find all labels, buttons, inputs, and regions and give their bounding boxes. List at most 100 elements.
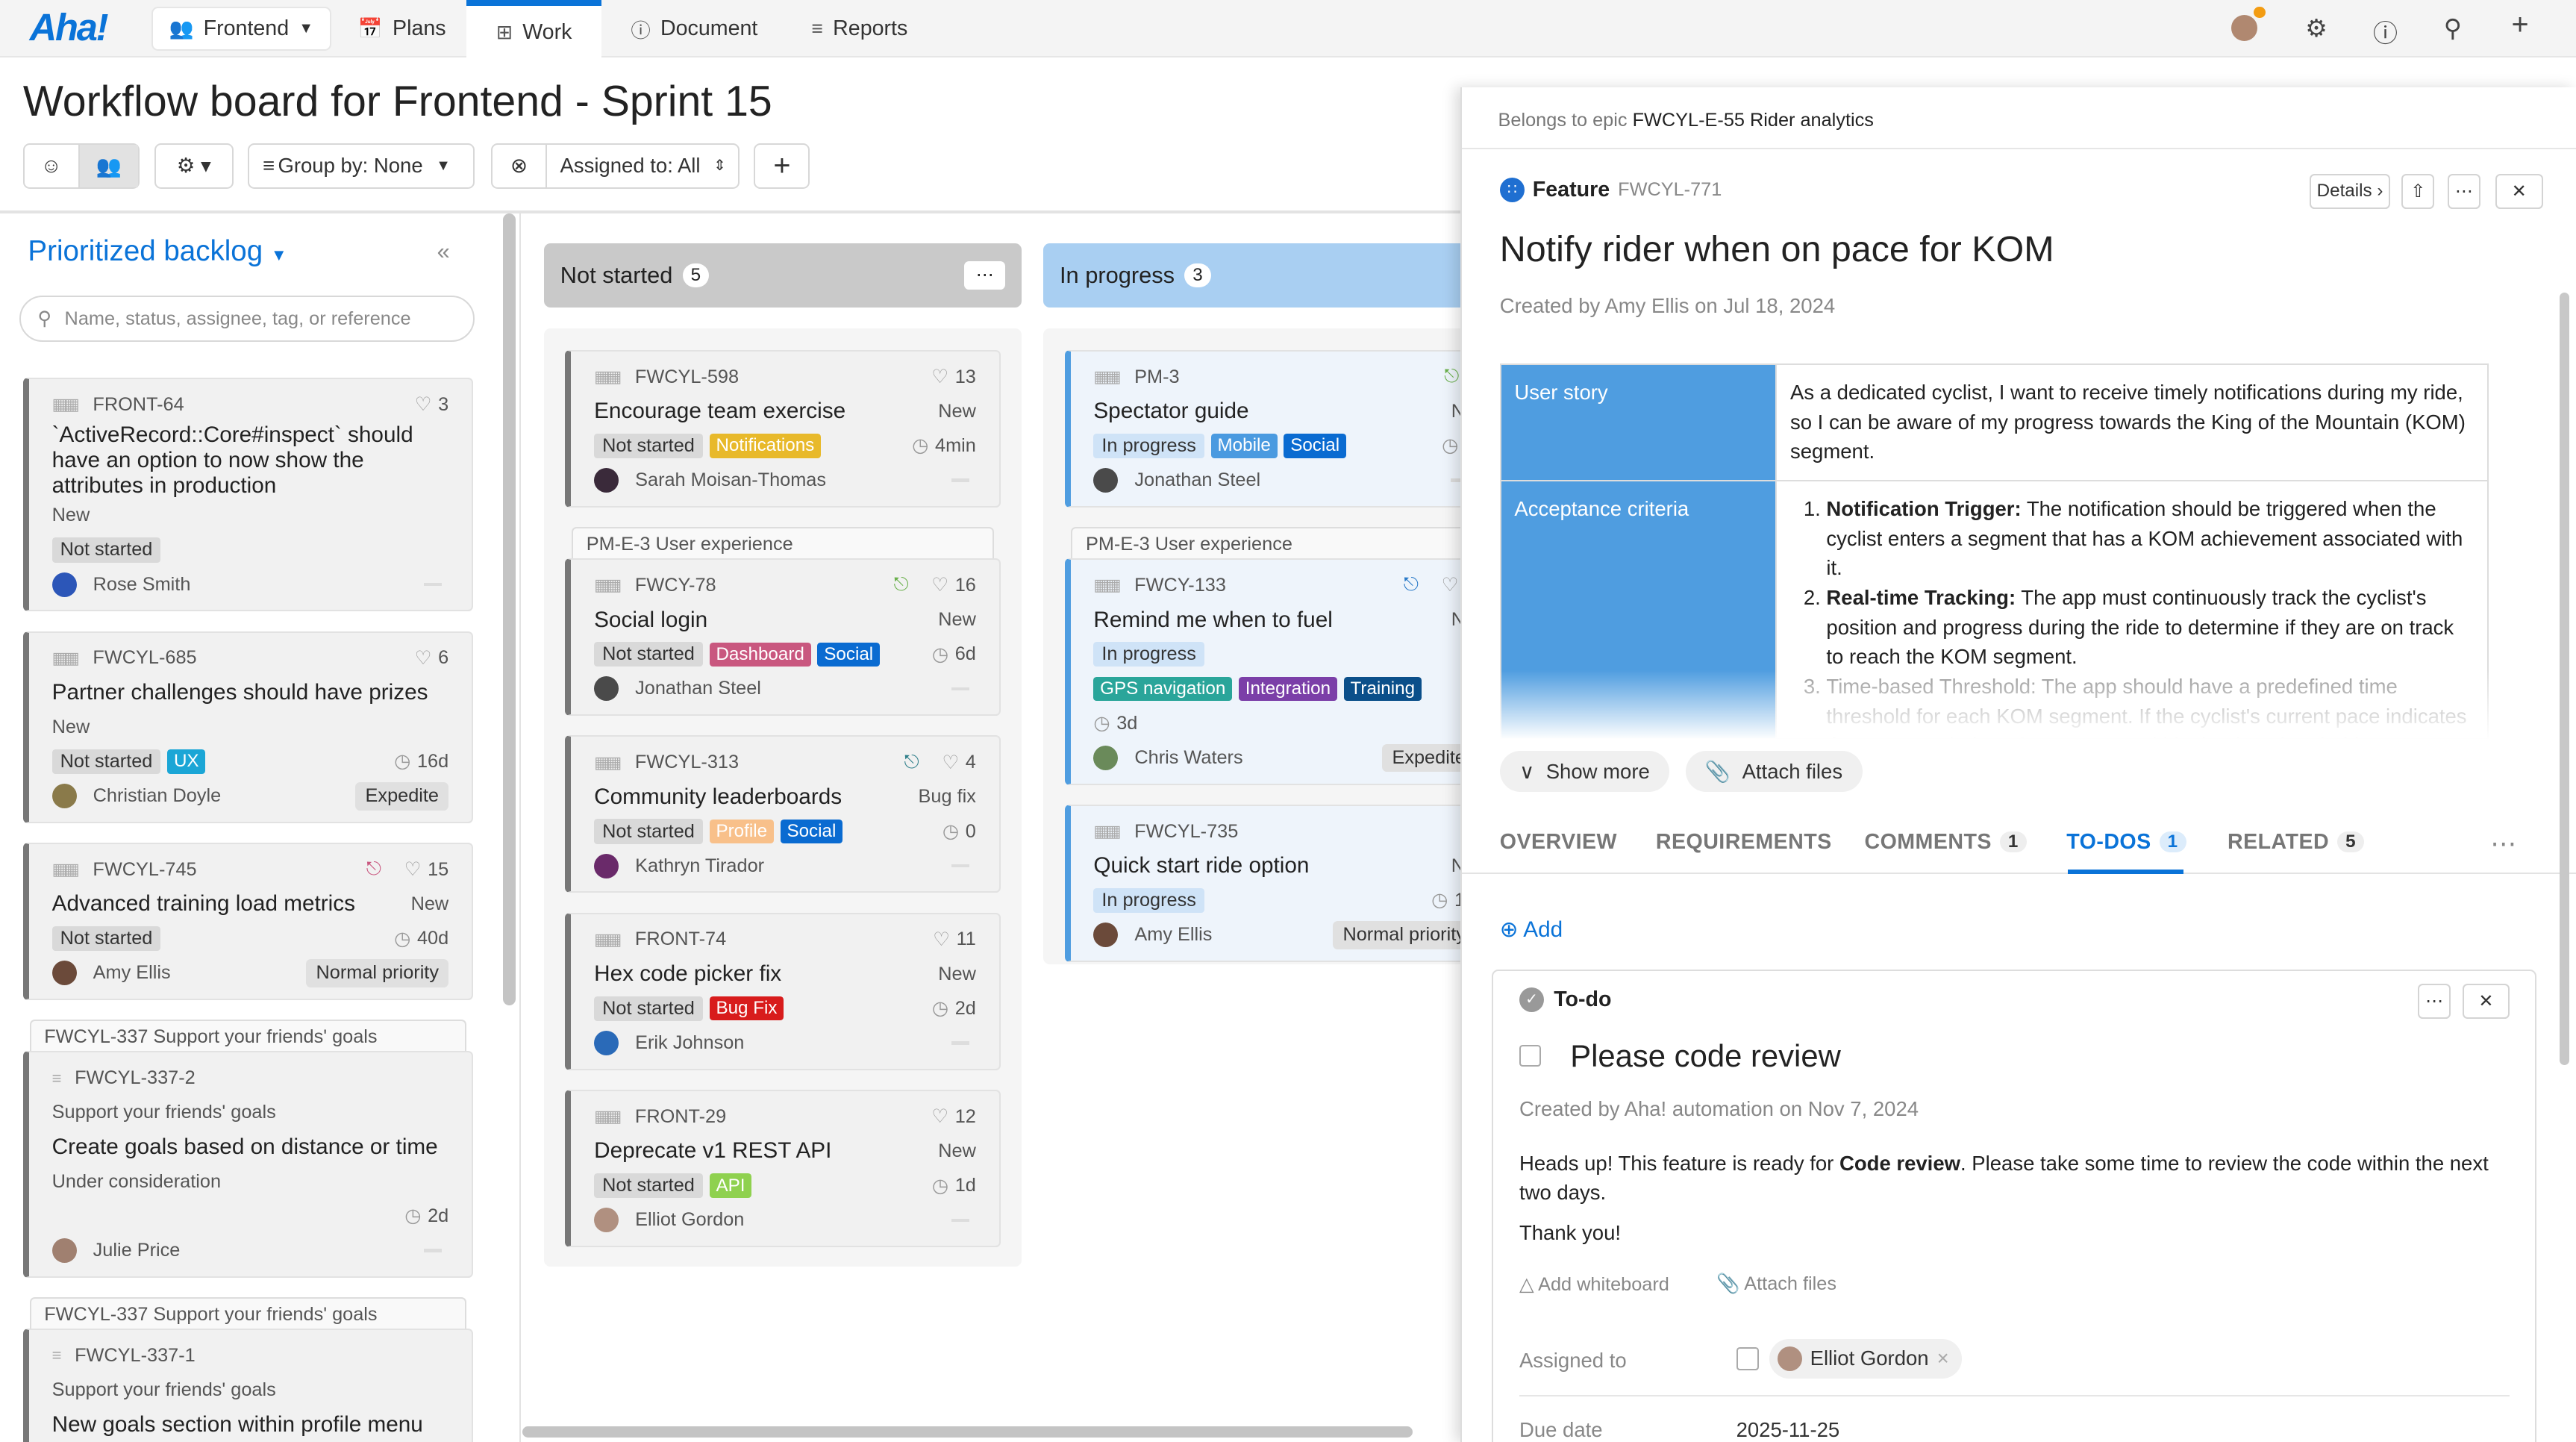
tag[interactable]: API (709, 1173, 752, 1198)
nav-document[interactable]: ⓘ Document (614, 7, 774, 51)
assignee-name[interactable]: Erik Johnson (635, 1032, 745, 1054)
status-pill[interactable]: Not started (594, 642, 703, 667)
drag-handle-icon[interactable]: ▦▦ (594, 575, 622, 595)
assignee-chip[interactable]: Elliot Gordon × (1769, 1339, 1963, 1379)
todo-checkbox[interactable] (1519, 1044, 1541, 1067)
card-title[interactable]: Encourage team exercise (594, 399, 846, 424)
tag[interactable]: Dashboard (709, 642, 811, 667)
card-title[interactable]: Advanced training load metrics (51, 891, 355, 917)
assignee-name[interactable]: Rose Smith (93, 573, 191, 595)
add-whiteboard-button[interactable]: △ Add whiteboard (1519, 1273, 1669, 1296)
feature-card[interactable]: ▦▦ FWCYL-598 ♡ 13 Encourage team exercise New… (565, 349, 1001, 508)
search-icon[interactable]: ⚲ (2443, 13, 2462, 42)
card-id[interactable]: FWCYL-313 (634, 752, 740, 773)
assignee-name[interactable]: Amy Ellis (1134, 924, 1213, 946)
drag-handle-icon[interactable]: ▦▦ (594, 929, 622, 949)
assignee-name[interactable]: Jonathan Steel (1134, 469, 1261, 491)
card-id[interactable]: FRONT-29 (634, 1105, 727, 1127)
drag-handle-icon[interactable]: ▦▦ (1093, 822, 1121, 841)
more-options-button[interactable]: ⋯ (2448, 174, 2481, 209)
feature-card[interactable]: ▦▦ FRONT-64 ♡ 3 `ActiveRecord::Core#inspect`… (22, 378, 474, 612)
feature-card[interactable]: ▦▦ FRONT-29 ♡ 12 Deprecate v1 REST API New Not… (565, 1090, 1001, 1247)
card-title[interactable]: Deprecate v1 REST API (594, 1138, 832, 1164)
drag-handle-icon[interactable]: ▦▦ (594, 752, 622, 772)
record-ref[interactable]: FWCYL-771 (1618, 178, 1722, 200)
close-panel-button[interactable]: ✕ (2495, 174, 2543, 209)
card-title[interactable]: Quick start ride option (1093, 853, 1310, 878)
due-date-value[interactable]: 2025-11-25 (1736, 1417, 1840, 1441)
status-pill[interactable]: Not started (51, 749, 161, 775)
feature-card[interactable]: ▦▦ FWCYL-685 ♡ 6 Partner challenges should h… (22, 631, 474, 823)
feature-card[interactable]: ▦▦FWCY-133⎋♡2Remind me when to fuelNeIn … (1064, 558, 1500, 785)
list-icon[interactable]: ≡ (51, 1068, 62, 1087)
collapse-backlog-icon[interactable]: « (437, 238, 450, 265)
drag-handle-icon[interactable]: ▦▦ (51, 648, 80, 667)
card-title[interactable]: `ActiveRecord::Core#inspect` should have… (51, 422, 413, 498)
feature-card[interactable]: ▦▦ FWCY-78 ⎋ ♡ 16 Social login New Not started D… (565, 558, 1001, 717)
todo-attach-button[interactable]: 📎 Attach files (1716, 1273, 1836, 1295)
drag-handle-icon[interactable]: ▦▦ (1093, 367, 1121, 387)
nav-reports[interactable]: ≡ Reports (795, 7, 925, 51)
board-horizontal-scrollbar[interactable] (522, 1426, 1413, 1438)
hierarchy-icon[interactable]: ⎋ (366, 858, 381, 880)
feature-card[interactable]: ▦▦ FRONT-74 ♡ 11 Hex code picker fix New Not s… (565, 912, 1001, 1070)
details-button[interactable]: Details › (2310, 174, 2390, 209)
share-icon[interactable]: ⇧ (2401, 174, 2435, 209)
priority-pill[interactable]: Normal priority (306, 959, 449, 987)
status-pill[interactable]: In progress (1093, 642, 1204, 667)
tag[interactable]: Social (1284, 434, 1346, 458)
help-icon[interactable]: ⓘ (2373, 19, 2398, 47)
feature-card[interactable]: ▦▦PM-3⎋Spectator guideNeIn progressMobil… (1064, 349, 1500, 508)
attach-files-button[interactable]: 📎 Attach files (1685, 751, 1863, 793)
assignee-name[interactable]: Jonathan Steel (635, 678, 761, 699)
column-more-button[interactable]: ⋯ (964, 260, 1006, 290)
assigned-filter[interactable]: ⊗ Assigned to: All ⇕ (491, 143, 740, 190)
tag[interactable]: Notifications (709, 434, 822, 458)
todo-close-button[interactable]: ✕ (2462, 984, 2510, 1019)
add-todo-button[interactable]: ⊕ Add (1500, 917, 1563, 943)
backlog-title[interactable]: Prioritized backlog ▼ (28, 235, 287, 268)
card-id[interactable]: FWCY-78 (634, 574, 716, 596)
assignee-name[interactable]: Chris Waters (1134, 746, 1243, 768)
tab-requirements[interactable]: REQUIREMENTS (1655, 829, 1832, 854)
feature-card[interactable]: ▦▦ FWCYL-313 ⎋ ♡ 4 Community leaderboards Bug … (565, 735, 1001, 893)
epic-group-label[interactable]: FWCYL-337 Support your friends' goals (29, 1020, 467, 1053)
card-id[interactable]: FWCYL-685 (93, 647, 197, 669)
priority-pill[interactable]: Expedite (1382, 743, 1476, 772)
card-title[interactable]: Spectator guide (1093, 399, 1249, 424)
single-user-view-icon[interactable]: ☺ (40, 154, 62, 178)
team-view-icon[interactable]: 👥 (78, 144, 139, 188)
status-pill[interactable]: Not started (594, 433, 703, 459)
settings-dropdown[interactable]: ⚙ ▾ (154, 143, 234, 190)
tab-overview[interactable]: OVERVIEW (1499, 829, 1617, 854)
tag[interactable]: Social (780, 819, 843, 844)
epic-group-label[interactable]: PM-E-3 User experience (572, 527, 994, 561)
add-icon[interactable]: + (2511, 8, 2529, 41)
epic-group-label[interactable]: FWCYL-337 Support your friends' goals (29, 1297, 467, 1331)
assignee-name[interactable]: Sarah Moisan-Thomas (635, 469, 827, 491)
status-pill[interactable]: Not started (594, 1173, 703, 1199)
backlog-scrollbar[interactable] (502, 213, 516, 1006)
card-id[interactable]: FWCYL-745 (93, 858, 197, 880)
drag-handle-icon[interactable]: ▦▦ (1093, 575, 1121, 595)
backlog-search-input[interactable]: ⚲ Name, status, assignee, tag, or referen… (19, 296, 475, 342)
tag[interactable]: GPS navigation (1093, 676, 1233, 702)
group-by-dropdown[interactable]: ≡ Group by: None ▼ (248, 143, 475, 190)
card-id[interactable]: FRONT-64 (93, 393, 184, 415)
status-pill[interactable]: Not started (594, 996, 703, 1021)
card-title[interactable]: New goals section within profile menu (51, 1411, 423, 1437)
add-filter-button[interactable]: + (754, 143, 810, 190)
user-avatar[interactable] (2230, 6, 2266, 48)
hierarchy-icon[interactable]: ⎋ (904, 751, 919, 772)
status-pill[interactable]: Not started (51, 537, 161, 563)
feature-card[interactable]: ≡ FWCYL-337-1 Support your friends' goals N… (22, 1329, 474, 1442)
aha-logo[interactable]: Aha! (29, 5, 109, 49)
hierarchy-icon[interactable]: ⎋ (1403, 574, 1419, 596)
assignee-name[interactable]: Amy Ellis (93, 962, 171, 984)
assignee-name[interactable]: Julie Price (93, 1240, 181, 1261)
nav-plans[interactable]: 📅 Plans (342, 7, 463, 51)
drag-handle-icon[interactable]: ▦▦ (594, 367, 622, 387)
status-pill[interactable]: Not started (594, 819, 703, 844)
tab-related[interactable]: RELATED 5 (2228, 830, 2364, 855)
